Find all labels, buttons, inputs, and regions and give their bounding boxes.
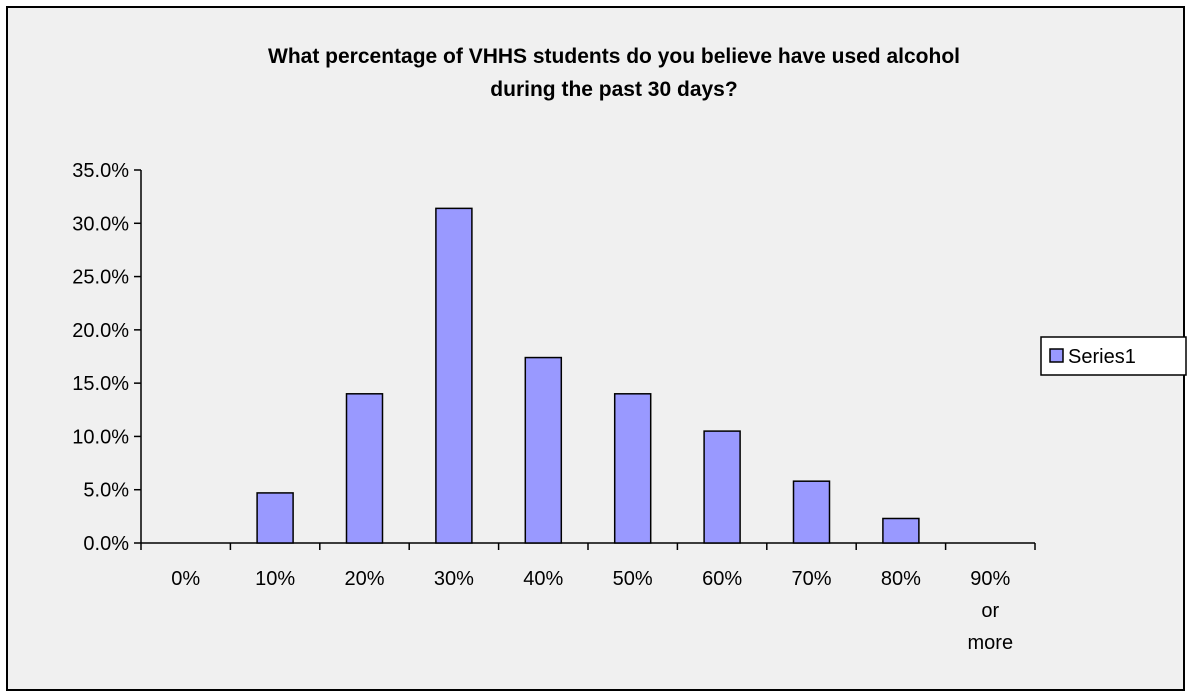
chart-title-line-1: What percentage of VHHS students do you … [268, 45, 960, 68]
x-tick-label: 40% [523, 568, 563, 590]
x-tick-label: 30% [434, 568, 474, 590]
bar [256, 492, 294, 544]
chart-title: What percentage of VHHS students do you … [268, 45, 960, 101]
x-tick-label: or [981, 600, 999, 622]
x-tick-label: 80% [881, 568, 921, 590]
y-tick-label: 15.0% [72, 373, 129, 395]
bar [882, 517, 920, 544]
y-tick-label: 0.0% [83, 533, 129, 555]
y-tick-label: 10.0% [72, 426, 129, 448]
y-tick-label: 25.0% [72, 267, 129, 289]
y-tick-label: 35.0% [72, 160, 129, 182]
x-tick-label: more [968, 632, 1014, 654]
legend-label-series1: Series1 [1068, 346, 1136, 368]
legend-swatch-series1 [1049, 348, 1064, 363]
plot-area: 0.0% 5.0% 10.0% 15.0% 20.0% 25.0% 30.0% 35.0% 0%… [72, 160, 1036, 654]
legend-box [1040, 336, 1187, 376]
x-tick-label: 20% [344, 568, 384, 590]
x-tick-label: 10% [255, 568, 295, 590]
bar [524, 356, 563, 544]
x-tick-label: 50% [613, 568, 653, 590]
bar [613, 393, 652, 544]
x-tick-label: 70% [791, 568, 831, 590]
legend: Series1 [1040, 336, 1187, 376]
chart-title-line-2: during the past 30 days? [490, 78, 737, 101]
y-tick-label: 20.0% [72, 320, 129, 342]
y-tick-label: 30.0% [72, 213, 129, 235]
x-tick-label: 0% [171, 568, 200, 590]
bar [435, 207, 473, 544]
bar [345, 393, 384, 544]
y-tick-label: 5.0% [83, 480, 129, 502]
x-tick-label: 60% [702, 568, 742, 590]
x-tick-label: 90% [970, 568, 1010, 590]
bar [703, 430, 741, 544]
bar [792, 480, 831, 544]
chart-area [6, 6, 1185, 691]
